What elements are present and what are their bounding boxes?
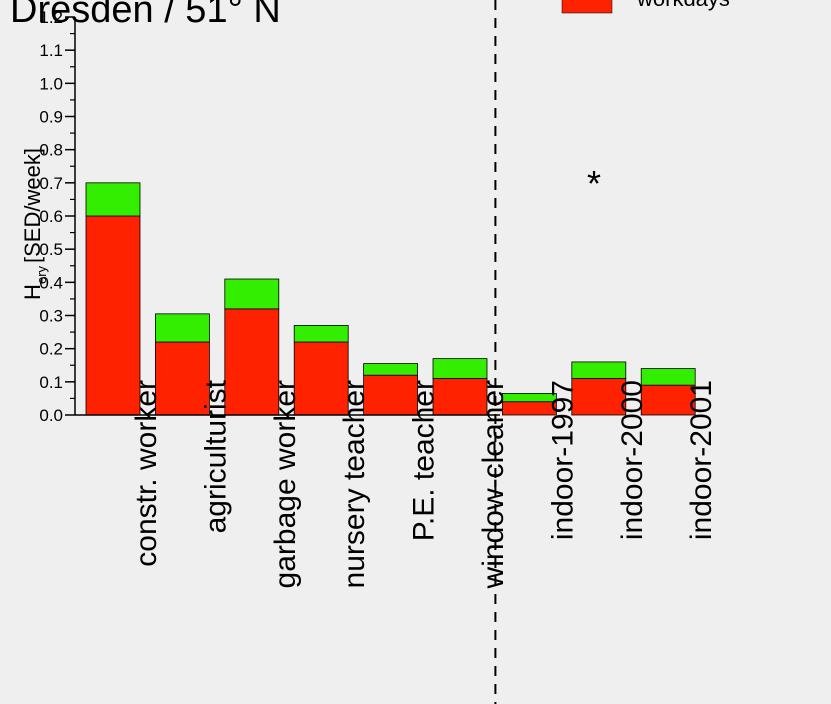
y-axis: 0.0 0.1 0.2 0.3 0.4 0.5 0.6 0.7 0.8 0.9 1.0 1.1 1.2 <box>39 8 500 425</box>
y-axis-title: H ery [SED/week] <box>20 148 49 300</box>
bar-segment-0-5 <box>432 378 488 416</box>
bar-segment-1-4 <box>363 363 419 376</box>
y-axis-title-unit: [SED/week] <box>20 148 45 263</box>
bar-segment-1-1 <box>154 313 210 343</box>
y-tick-label-9: 0.9 <box>39 108 63 127</box>
y-tick-label-12: 1.2 <box>39 8 63 27</box>
x-tick-label-0: constr. worker <box>130 380 163 567</box>
bar-segment-0-8 <box>640 384 696 416</box>
y-tick-label-8: 0.8 <box>39 141 63 160</box>
x-tick-label-5: window-cleaner <box>477 380 510 589</box>
bar-segment-1-6 <box>501 393 557 403</box>
bar-segment-1-7 <box>571 361 627 379</box>
y-tick-label-0: 0.0 <box>39 406 63 425</box>
chart-title: Dresden / 51° N <box>10 0 281 31</box>
y-tick-label-6: 0.6 <box>39 207 63 226</box>
x-tick-label-6: indoor-1997 <box>546 380 579 540</box>
y-axis-title-sub: ery <box>34 265 49 284</box>
x-tick-label-7: indoor-2000 <box>616 380 649 540</box>
x-tick-label-4: P.E. teacher <box>408 380 441 541</box>
x-tick-label-2: garbage worker <box>269 380 302 588</box>
y-tick-label-2: 0.2 <box>39 340 63 359</box>
legend-label-workdays: workdays <box>636 0 730 11</box>
bar-segment-1-8 <box>640 368 696 386</box>
bar-segment-1-5 <box>432 358 488 379</box>
y-axis-title-main: H <box>20 284 45 300</box>
x-tick-label-1: agriculturist <box>199 379 232 533</box>
legend: workdays <box>561 0 730 14</box>
y-tick-label-1: 0.1 <box>39 373 63 392</box>
y-tick-label-4: 0.4 <box>39 273 63 292</box>
bar-segment-1-0 <box>85 182 141 217</box>
y-tick-label-10: 1.0 <box>39 74 63 93</box>
bar-segment-1-2 <box>224 278 280 310</box>
bar-segment-1-3 <box>293 325 349 343</box>
bars-layer <box>85 182 696 416</box>
bar-segment-0-7 <box>571 378 627 416</box>
legend-swatch-workdays <box>561 0 613 14</box>
y-tick-label-3: 0.3 <box>39 307 63 326</box>
x-tick-label-3: nursery teacher <box>338 380 371 588</box>
y-tick-label-5: 0.5 <box>39 240 63 259</box>
significance-marker: * <box>587 163 601 204</box>
x-tick-labels: constr. worker agriculturist garbage worke… <box>130 379 718 589</box>
y-tick-label-11: 1.1 <box>39 41 63 60</box>
x-tick-label-8: indoor-2001 <box>685 380 718 540</box>
y-tick-label-7: 0.7 <box>39 174 63 193</box>
